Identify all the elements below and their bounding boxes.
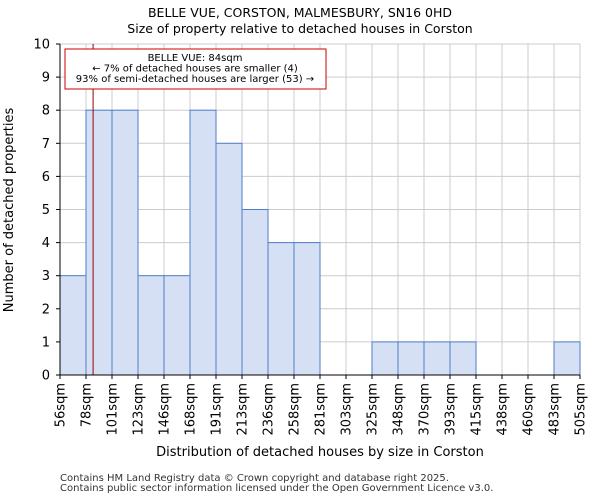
x-tick-label: 460sqm [522,383,537,436]
bar [371,341,399,376]
x-tick-label: 370sqm [418,383,433,436]
axes [56,43,581,379]
bars [59,109,581,376]
chart-title: BELLE VUE, CORSTON, MALMESBURY, SN16 0HD [148,5,452,20]
y-tick-label: 8 [42,104,50,119]
annotation-line-2: ← 7% of detached houses are smaller (4) [92,64,298,75]
x-tick-label: 258sqm [288,383,303,436]
x-tick-label: 123sqm [132,383,147,436]
y-tick-labels: 0 1 2 3 4 5 6 7 8 9 10 [33,38,50,384]
x-tick-label: 505sqm [574,383,589,436]
bar [293,242,321,376]
x-tick-label: 281sqm [314,383,329,436]
annotation-border [64,48,327,90]
annotation-line-1: BELLE VUE: 84sqm [148,53,243,64]
bar [111,109,139,376]
x-tick-label: 438sqm [496,383,511,436]
bar [449,341,477,376]
bar [189,109,217,376]
x-tick-label: 78sqm [80,383,95,427]
y-tick-label: 6 [42,170,50,185]
x-tick-label: 303sqm [340,383,355,436]
y-tick-label: 9 [42,71,50,86]
x-tick-labels: 56sqm 78sqm 101sqm 123sqm 146sqm 168sqm 191sqm… [54,383,589,436]
y-axis-label: Number of detached properties [2,108,17,313]
x-tick-label: 236sqm [262,383,277,436]
x-tick-label: 101sqm [106,383,121,436]
x-tick-label: 56sqm [54,383,69,427]
x-tick-label: 483sqm [548,383,563,436]
x-tick-label: 146sqm [158,383,173,436]
bar [241,209,269,376]
bar [59,275,87,376]
x-tick-label: 415sqm [470,383,485,436]
x-tick-label: 325sqm [366,383,381,436]
y-tick-label: 3 [42,269,50,284]
footer-line-2: Contains public sector information licen… [60,483,494,494]
x-axis-label: Distribution of detached houses by size … [156,445,484,460]
bar [553,341,581,376]
y-tick-label: 2 [42,302,50,317]
x-tick-label: 213sqm [236,383,251,436]
footer-line-1: Contains HM Land Registry data © Crown c… [60,473,449,484]
bar [423,341,451,376]
bar [163,275,191,376]
x-tick-label: 168sqm [184,383,199,436]
bar [85,109,113,376]
chart-subtitle: Size of property relative to detached ho… [127,21,472,36]
y-tick-label: 10 [33,38,50,53]
annotation-box: BELLE VUE: 84sqm ← 7% of detached houses… [64,48,327,90]
bar [267,242,295,376]
x-tick-label: 393sqm [444,383,459,436]
bar [215,142,243,376]
x-tick-label: 348sqm [392,383,407,436]
y-tick-label: 0 [42,369,50,384]
bar [397,341,425,376]
y-tick-label: 1 [42,335,50,350]
y-tick-label: 5 [42,203,50,218]
x-tick-label: 191sqm [210,383,225,436]
y-tick-label: 7 [42,137,50,152]
y-tick-label: 4 [42,236,50,251]
annotation-line-3: 93% of semi-detached houses are larger (… [76,74,314,85]
bar [137,275,165,376]
